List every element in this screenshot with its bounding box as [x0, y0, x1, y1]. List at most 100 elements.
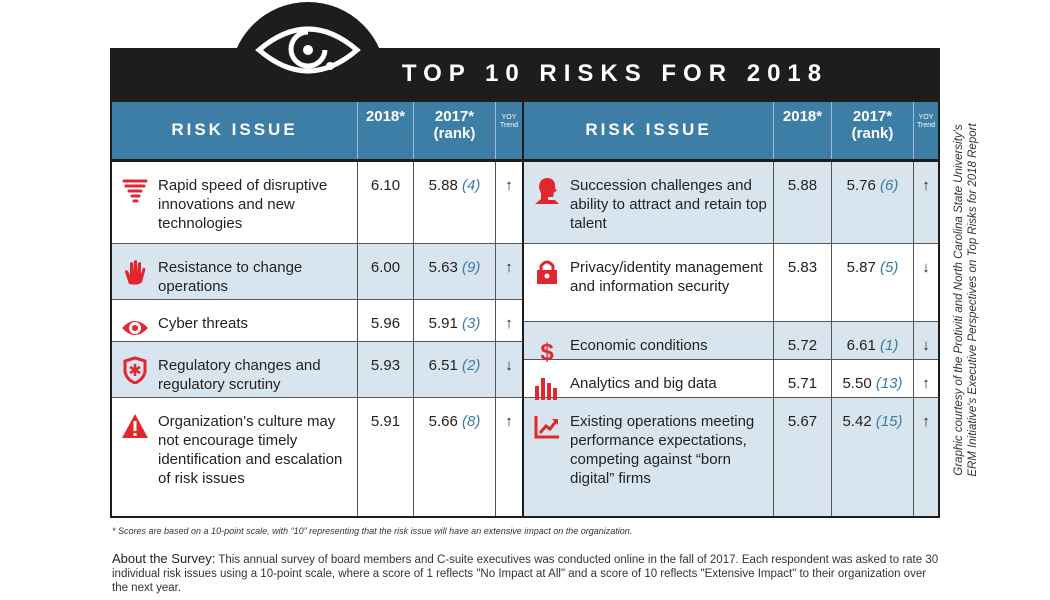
yoy-trend-arrow: ↓: [922, 337, 930, 354]
score-2017-value: 5.91: [428, 315, 458, 332]
score-2018: 5.96: [358, 300, 414, 341]
header-2018: 2018*: [774, 102, 832, 159]
badge-icon: [120, 356, 150, 384]
score-2018: 5.83: [774, 244, 832, 321]
header-rank: (rank): [433, 125, 476, 142]
score-2017-value: 6.61: [846, 337, 876, 354]
header-2017: 2017* (rank): [414, 102, 496, 159]
yoy-trend-arrow: ↑: [922, 413, 930, 430]
table-row: Organization’s culture may not encourage…: [112, 398, 522, 516]
risk-issue-text: Cyber threats: [158, 315, 249, 332]
table-row: Rapid speed of disruptive innovations an…: [112, 162, 522, 244]
rank-2017: (1): [880, 337, 899, 354]
dollar-icon: $: [532, 336, 562, 364]
score-2018: 5.88: [774, 162, 832, 243]
score-2017-value: 5.42: [842, 413, 872, 430]
risk-table-left: RISK ISSUE 2018* 2017* (rank) YOY Trend Rapid …: [110, 100, 524, 518]
risk-issue-text: Economic conditions: [570, 337, 708, 354]
credit-line-2: ERM Initiative's Executive Perspectives …: [967, 123, 979, 477]
table-row: Privacy/identity management and informat…: [524, 244, 938, 322]
rank-2017: (3): [462, 315, 481, 332]
growth-chart-icon: [532, 412, 562, 440]
rank-2017: (8): [462, 413, 481, 430]
table-header: RISK ISSUE 2018* 2017* (rank) YOY Trend: [524, 102, 938, 162]
table-row: Cyber threats 5.96 5.91 (3) ↑: [112, 300, 522, 342]
table-row: Succession challenges and ability to att…: [524, 162, 938, 244]
score-2017-value: 5.63: [428, 259, 458, 276]
table-row: Resistance to change operations 6.00 5.63 …: [112, 244, 522, 300]
score-2018: 5.67: [774, 398, 832, 516]
risk-issue-text: Regulatory changes and regulatory scruti…: [158, 357, 321, 393]
risk-issue-cell: Regulatory changes and regulatory scruti…: [112, 342, 358, 397]
rank-2017: (6): [880, 177, 899, 194]
score-2018: 5.71: [774, 360, 832, 397]
score-2017: 5.87 (5): [832, 244, 914, 321]
risk-issue-cell: Resistance to change operations: [112, 244, 358, 299]
header-2018: 2018*: [358, 102, 414, 159]
tornado-icon: [120, 176, 150, 204]
yoy-trend-arrow: ↑: [505, 315, 513, 332]
page-title: TOP 10 RISKS FOR 2018: [401, 60, 829, 87]
score-2018: 5.91: [358, 398, 414, 516]
score-2017: 5.50 (13): [832, 360, 914, 397]
score-2017: 5.66 (8): [414, 398, 496, 516]
risk-issue-cell: Organization’s culture may not encourage…: [112, 398, 358, 516]
table-row: $ Economic conditions 5.72 6.61 (1) ↓: [524, 322, 938, 364]
yoy-trend-arrow: ↑: [922, 177, 930, 194]
score-2018: 6.00: [358, 244, 414, 299]
yoy-trend-arrow: ↑: [922, 375, 930, 392]
eye-icon: [120, 314, 150, 342]
risk-issue-cell: Cyber threats: [112, 300, 358, 341]
score-2017-value: 5.50: [842, 375, 872, 392]
title-bar: [110, 48, 940, 100]
rank-2017: (5): [880, 259, 899, 276]
score-2017: 6.61 (1): [832, 322, 914, 359]
score-2017: 5.91 (3): [414, 300, 496, 341]
score-2018: 5.72: [774, 322, 832, 359]
risk-issue-cell: $ Economic conditions: [524, 322, 774, 364]
header-risk-issue: RISK ISSUE: [112, 102, 358, 159]
header-2017-year: 2017*: [852, 108, 893, 125]
risk-issue-text: Rapid speed of disruptive innovations an…: [158, 177, 328, 232]
eye-logo-icon: [255, 26, 361, 74]
bar-chart-icon: [532, 374, 562, 402]
risk-issue-text: Organization’s culture may not encourage…: [158, 413, 343, 487]
header-rank: (rank): [851, 125, 894, 142]
header-yoy-trend: YOY Trend: [499, 114, 519, 129]
rank-2017: (9): [462, 259, 481, 276]
rank-2017: (13): [875, 375, 903, 392]
credit-line-1: Graphic courtesy of the Protiviti and No…: [953, 124, 965, 476]
score-2017: 5.76 (6): [832, 162, 914, 243]
yoy-trend-arrow: ↑: [505, 259, 513, 276]
risk-issue-cell: Privacy/identity management and informat…: [524, 244, 774, 321]
table-header: RISK ISSUE 2018* 2017* (rank) YOY Trend: [112, 102, 522, 162]
table-row: Existing operations meeting performance …: [524, 398, 938, 516]
credit-text: Graphic courtesy of the Protiviti and No…: [952, 80, 980, 520]
header-2017: 2017* (rank): [832, 102, 914, 159]
risk-issue-text: Resistance to change operations: [158, 259, 303, 295]
score-2017-value: 6.51: [428, 357, 458, 374]
score-2017: 5.42 (15): [832, 398, 914, 516]
score-2018: 5.93: [358, 342, 414, 397]
yoy-trend-arrow: ↓: [505, 357, 513, 374]
score-2017-value: 5.76: [846, 177, 876, 194]
table-row: Regulatory changes and regulatory scruti…: [112, 342, 522, 398]
table-row: Analytics and big data 5.71 5.50 (13) ↑: [524, 360, 938, 400]
yoy-trend-arrow: ↑: [505, 413, 513, 430]
footnote: * Scores are based on a 10-point scale, …: [112, 526, 633, 536]
score-2017-value: 5.66: [428, 413, 458, 430]
yoy-trend-arrow: ↓: [922, 259, 930, 276]
lock-icon: [532, 258, 562, 286]
risk-issue-text: Existing operations meeting performance …: [570, 413, 755, 487]
risk-issue-cell: Succession challenges and ability to att…: [524, 162, 774, 243]
score-2017: 6.51 (2): [414, 342, 496, 397]
header-yoy-trend: YOY Trend: [916, 114, 936, 129]
person-icon: [532, 176, 562, 204]
score-2017-value: 5.88: [428, 177, 458, 194]
score-2017-value: 5.87: [846, 259, 876, 276]
score-2017: 5.63 (9): [414, 244, 496, 299]
risk-issue-cell: Rapid speed of disruptive innovations an…: [112, 162, 358, 243]
risk-issue-text: Privacy/identity management and informat…: [570, 259, 763, 295]
about-survey: About the Survey: This annual survey of …: [112, 552, 942, 595]
score-2017: 5.88 (4): [414, 162, 496, 243]
